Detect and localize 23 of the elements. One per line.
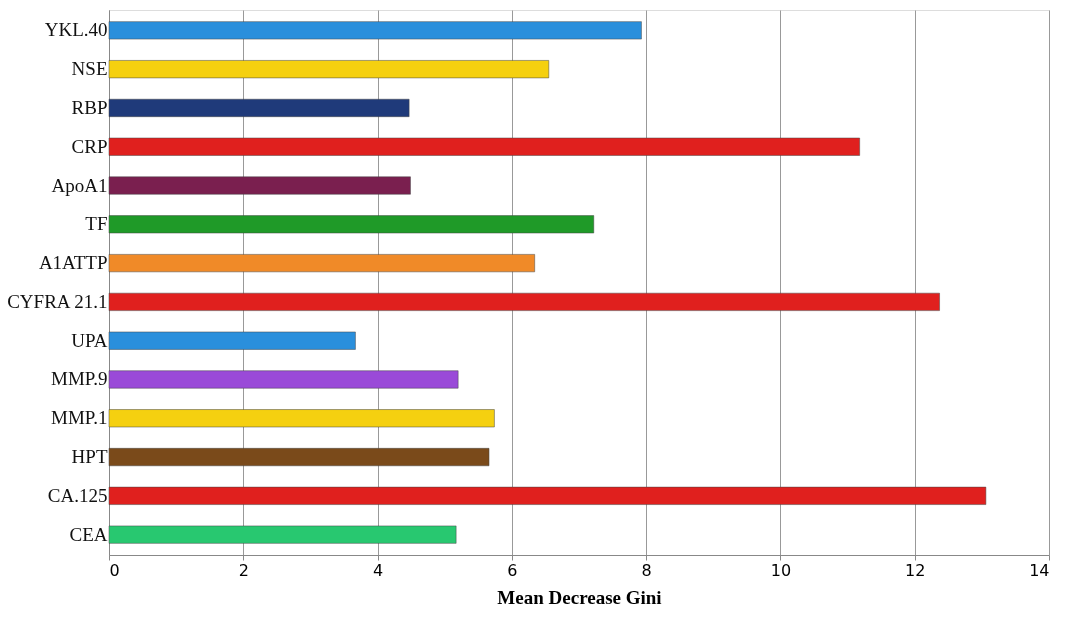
x-tick-label: 8 [641,560,652,580]
x-tick-label: 14 [1029,560,1050,580]
y-tick-label: CA.125 [47,484,108,506]
y-tick-label: CEA [69,523,108,545]
x-tick-label: 4 [372,560,384,580]
x-axis-title: Mean Decrease Gini [497,586,662,608]
y-tick-label: UPA [71,329,108,351]
y-tick-label: NSE [71,58,108,80]
y-tick-label: CYFRA 21.1 [7,290,108,312]
y-tick-label: YKL.40 [44,19,108,41]
x-tick-label: 6 [507,560,518,580]
x-tick-label: 0 [109,560,120,580]
x-tick-label: 2 [238,560,249,580]
y-tick-label: MMP.9 [51,368,108,390]
y-tick-label: MMP.1 [51,407,108,429]
x-tick-label: 12 [905,560,926,580]
y-tick-label: A1ATTP [38,252,108,274]
y-tick-label: CRP [71,135,108,157]
x-tick-label: 10 [770,560,792,580]
y-tick-label: TF [85,213,108,235]
y-tick-label: HPT [71,446,108,468]
y-tick-label: RBP [71,96,108,118]
y-tick-label: ApoA1 [51,174,108,196]
